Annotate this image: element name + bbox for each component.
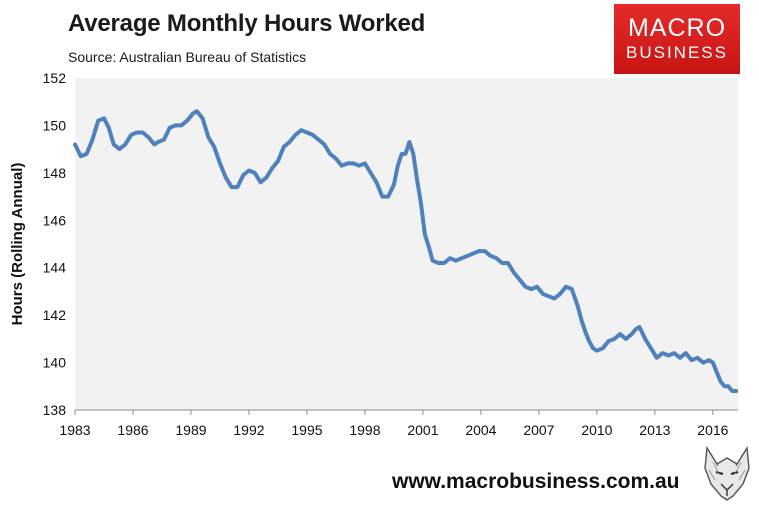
x-tick-label: 1986 bbox=[117, 422, 148, 438]
logo-line-business: BUSINESS bbox=[626, 43, 728, 62]
y-tick-label: 144 bbox=[43, 260, 67, 276]
x-tick-label: 2010 bbox=[581, 422, 612, 438]
x-tick-label: 2004 bbox=[465, 422, 496, 438]
chart-title: Average Monthly Hours Worked bbox=[68, 10, 426, 37]
y-axis-ticks: 138 140 142 144 146 148 150 152 bbox=[43, 70, 67, 418]
x-tick-label: 1992 bbox=[233, 422, 264, 438]
series-group bbox=[73, 109, 739, 393]
logo-line-macro: MACRO bbox=[627, 14, 727, 42]
footer-url-link[interactable]: www.macrobusiness.com.au bbox=[392, 470, 680, 493]
x-tick-label: 2007 bbox=[523, 422, 554, 438]
x-axis-ticks: 1983 1986 1989 1992 1995 1998 2001 2004 2007 2010… bbox=[59, 410, 729, 438]
y-tick-label: 142 bbox=[43, 307, 67, 323]
y-tick-label: 140 bbox=[43, 355, 67, 371]
y-axis-title: Hours (Rolling Annual) bbox=[9, 163, 26, 326]
x-tick-label: 1998 bbox=[349, 422, 380, 438]
x-tick-label: 1989 bbox=[175, 422, 206, 438]
x-tick-label: 2001 bbox=[407, 422, 438, 438]
y-tick-label: 148 bbox=[43, 165, 67, 181]
y-tick-label: 138 bbox=[43, 402, 67, 418]
x-tick-label: 2016 bbox=[697, 422, 728, 438]
x-tick-label: 2013 bbox=[639, 422, 670, 438]
wolf-logo-icon bbox=[699, 444, 755, 502]
x-tick-label: 1995 bbox=[291, 422, 322, 438]
x-tick-label: 1983 bbox=[59, 422, 90, 438]
macrobusiness-logo[interactable]: MACRO BUSINESS bbox=[614, 4, 740, 74]
plot-area bbox=[75, 78, 738, 410]
y-tick-label: 150 bbox=[43, 117, 67, 133]
chart-subtitle: Source: Australian Bureau of Statistics bbox=[68, 49, 307, 65]
y-tick-label: 152 bbox=[43, 70, 67, 86]
y-tick-label: 146 bbox=[43, 212, 67, 228]
series-line-0 bbox=[73, 109, 739, 393]
